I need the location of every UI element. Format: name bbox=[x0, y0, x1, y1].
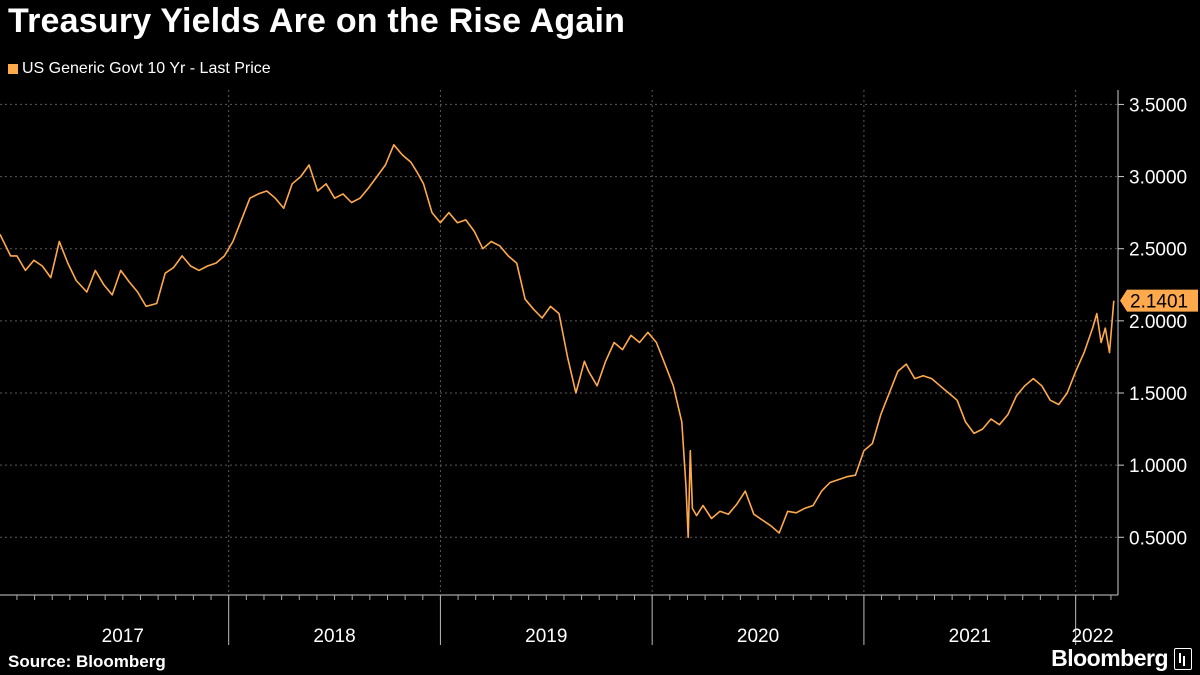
series-line bbox=[0, 144, 1115, 539]
y-tick-label: 3.0000 bbox=[1129, 168, 1187, 189]
x-axis-ticks: 2017 2018 2019 2020 2021 2022 bbox=[16, 595, 1114, 645]
legend-swatch-icon bbox=[8, 64, 18, 74]
source-note: Source: Bloomberg bbox=[8, 652, 166, 671]
bloomberg-terminal-icon bbox=[1174, 647, 1192, 670]
brand-name: Bloomberg bbox=[1051, 645, 1168, 671]
x-tick-label: 2018 bbox=[313, 626, 355, 645]
last-value-label: 2.1401 bbox=[1130, 292, 1188, 313]
last-value-callout: 2.1401 bbox=[1120, 289, 1198, 313]
x-tick-label: 2022 bbox=[1071, 626, 1113, 645]
y-tick-label: 0.5000 bbox=[1129, 528, 1187, 549]
y-axis-ticks: 0.5000 1.0000 1.5000 2.0000 2.5000 3.0000 3.50… bbox=[1118, 95, 1187, 549]
horizontal-gridlines bbox=[0, 103, 1118, 538]
chart-axes bbox=[0, 90, 1119, 596]
chart-title: Treasury Yields Are on the Rise Again bbox=[8, 2, 626, 40]
y-tick-label: 1.5000 bbox=[1129, 384, 1187, 405]
legend-label: US Generic Govt 10 Yr - Last Price bbox=[22, 60, 271, 77]
y-tick-label: 2.0000 bbox=[1129, 312, 1187, 333]
y-tick-label: 2.5000 bbox=[1129, 240, 1187, 261]
vertical-gridlines bbox=[228, 90, 1077, 595]
y-tick-label: 3.5000 bbox=[1129, 95, 1187, 116]
series-layer bbox=[0, 144, 1115, 539]
x-tick-label: 2017 bbox=[102, 626, 144, 645]
y-tick-label: 1.0000 bbox=[1129, 456, 1187, 477]
last-value-badge bbox=[1120, 289, 1198, 312]
x-tick-label: 2021 bbox=[949, 626, 991, 645]
chart-legend: US Generic Govt 10 Yr - Last Price bbox=[8, 60, 271, 78]
line-chart: 0.5000 1.0000 1.5000 2.0000 2.5000 3.0000 3.50… bbox=[0, 90, 1198, 645]
x-tick-label: 2019 bbox=[525, 626, 567, 645]
x-tick-label: 2020 bbox=[737, 626, 779, 645]
brand-logo: Bloomberg bbox=[1051, 645, 1192, 672]
